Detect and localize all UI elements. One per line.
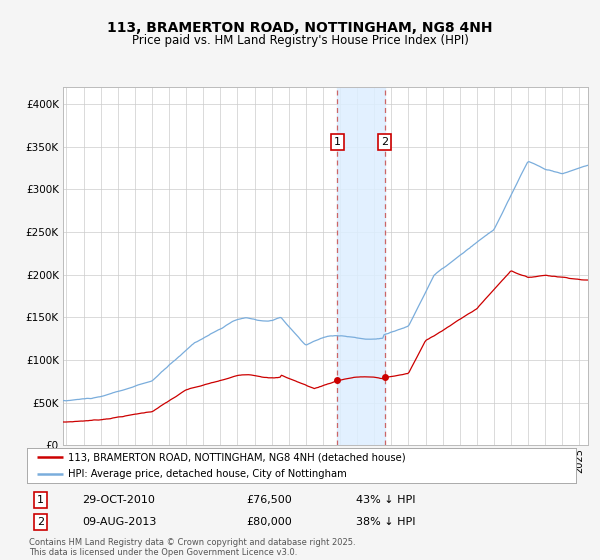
Text: 2: 2 [381, 137, 388, 147]
Text: 38% ↓ HPI: 38% ↓ HPI [356, 517, 416, 528]
Text: £80,000: £80,000 [247, 517, 292, 528]
Text: 2: 2 [37, 517, 44, 528]
Bar [337, 87, 385, 445]
Text: 113, BRAMERTON ROAD, NOTTINGHAM, NG8 4NH: 113, BRAMERTON ROAD, NOTTINGHAM, NG8 4NH [107, 21, 493, 35]
Text: £76,500: £76,500 [247, 495, 292, 505]
Text: HPI: Average price, detached house, City of Nottingham: HPI: Average price, detached house, City… [68, 469, 347, 479]
Text: 1: 1 [334, 137, 341, 147]
Text: 43% ↓ HPI: 43% ↓ HPI [356, 495, 416, 505]
Text: 09-AUG-2013: 09-AUG-2013 [82, 517, 156, 528]
Text: 113, BRAMERTON ROAD, NOTTINGHAM, NG8 4NH (detached house): 113, BRAMERTON ROAD, NOTTINGHAM, NG8 4NH… [68, 452, 406, 462]
Text: 1: 1 [37, 495, 44, 505]
Text: Contains HM Land Registry data © Crown copyright and database right 2025.
This d: Contains HM Land Registry data © Crown c… [29, 538, 355, 557]
Text: 29-OCT-2010: 29-OCT-2010 [82, 495, 155, 505]
Text: Price paid vs. HM Land Registry's House Price Index (HPI): Price paid vs. HM Land Registry's House … [131, 34, 469, 46]
